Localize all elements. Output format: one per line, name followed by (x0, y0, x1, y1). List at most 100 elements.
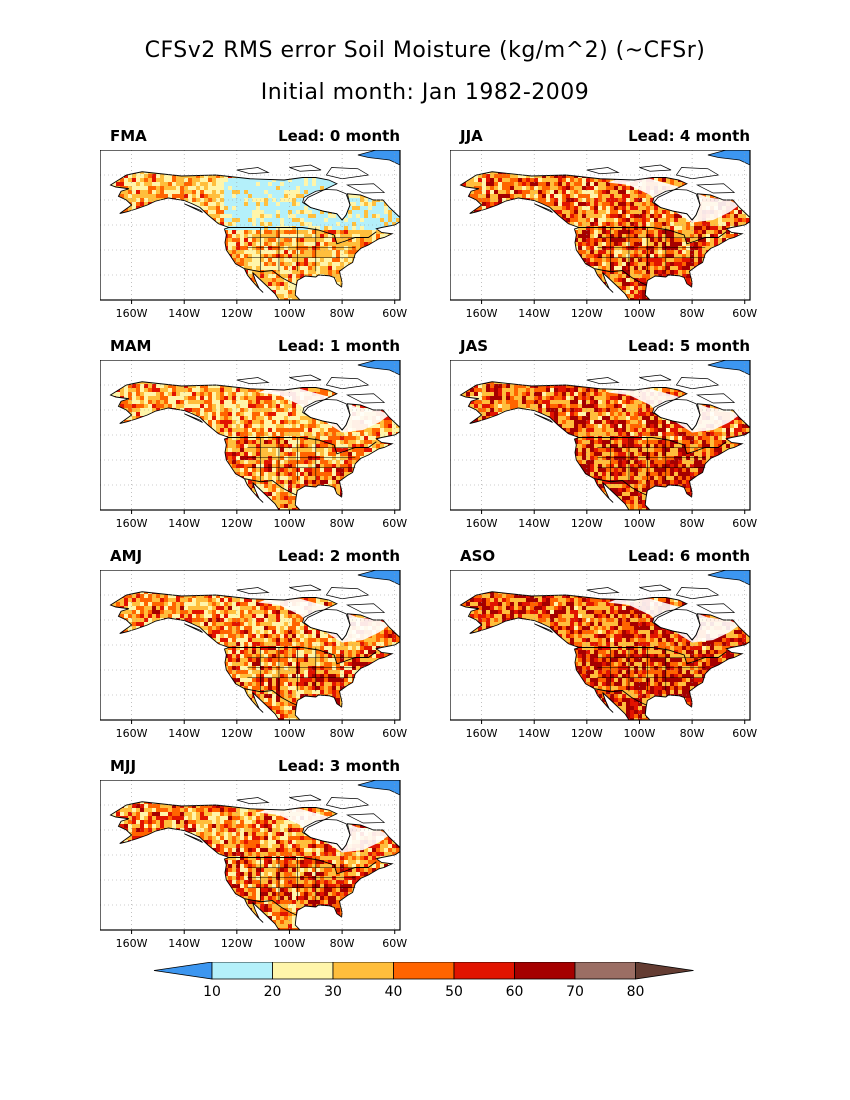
greenland-corner (707, 150, 750, 166)
coastline (109, 171, 400, 300)
panel-season-label: MJJ (110, 757, 136, 775)
map-panel-mam: MAM Lead: 1 month 80N70N60N50N40N30N20N1… (100, 337, 450, 560)
colorbar-segment (453, 962, 515, 980)
island (675, 377, 720, 390)
island (184, 413, 203, 423)
greenland-corner (357, 570, 400, 586)
border-line (594, 268, 648, 286)
border-line (594, 688, 648, 706)
colorbar-label: 70 (566, 984, 584, 1000)
coastline (109, 801, 400, 930)
island (184, 833, 203, 843)
panel-lead-label: Lead: 4 month (628, 127, 750, 145)
colorbar-low-arrow (153, 962, 213, 980)
panel-season-label: JAS (460, 337, 488, 355)
colorbar-high-arrow (635, 962, 694, 980)
colorbar-label: 40 (385, 984, 403, 1000)
map-panel-aso: ASO Lead: 6 month 80N70N60N50N40N30N20N1… (450, 547, 800, 770)
lon-label: 120W (571, 517, 603, 530)
lon-label: 100W (274, 517, 306, 530)
map-svg: 80N70N60N50N40N30N20N160W140W120W100W80W… (100, 150, 407, 320)
lon-label: 100W (624, 727, 656, 740)
panel-lead-label: Lead: 6 month (628, 547, 750, 565)
lon-label: 160W (116, 517, 148, 530)
colorbar-label: 50 (445, 984, 463, 1000)
island (639, 374, 672, 382)
map-body: 80N70N60N50N40N30N20N160W140W120W100W80W… (100, 360, 407, 530)
island (325, 377, 370, 390)
colorbar-label: 10 (203, 984, 221, 1000)
panel-season-label: FMA (110, 127, 147, 145)
colorbar: 10 20 30 40 50 60 70 80 (153, 962, 694, 1000)
map-frame (450, 150, 751, 301)
island (586, 167, 620, 175)
page-subtitle: Initial month: Jan 1982-2009 (0, 80, 850, 105)
border-line (228, 437, 377, 455)
lon-label: 140W (518, 307, 550, 320)
map-svg: 80N70N60N50N40N30N20N160W140W120W100W80W… (450, 150, 757, 320)
border-line (244, 688, 298, 706)
lon-label: 80W (330, 517, 355, 530)
lon-label: 60W (732, 307, 757, 320)
map-body: 80N70N60N50N40N30N20N160W140W120W100W80W… (450, 360, 757, 530)
lon-label: 160W (116, 307, 148, 320)
island (325, 167, 370, 180)
island (325, 797, 370, 810)
border-line (578, 437, 727, 455)
map-svg: 80N70N60N50N40N30N20N160W140W120W100W80W… (450, 360, 757, 530)
colorbar-label: 20 (264, 984, 282, 1000)
lon-label: 140W (518, 727, 550, 740)
coastline (459, 591, 750, 720)
colorbar-segment (514, 962, 576, 980)
map-svg: 80N70N60N50N40N30N20N160W140W120W100W80W… (450, 570, 757, 740)
lon-label: 120W (221, 517, 253, 530)
island (346, 813, 386, 824)
island (346, 603, 386, 614)
lon-label: 100W (274, 307, 306, 320)
island (184, 623, 203, 633)
colorbar-segment (272, 962, 334, 980)
island (325, 587, 370, 600)
island (534, 203, 553, 213)
coastline (459, 171, 750, 300)
colorbar-segment (574, 962, 636, 980)
map-frame (100, 360, 401, 511)
island (534, 413, 553, 423)
lon-label: 160W (466, 307, 498, 320)
map-frame (450, 570, 751, 721)
lon-label: 120W (571, 727, 603, 740)
colorbar-label: 60 (506, 984, 524, 1000)
panel-season-label: AMJ (110, 547, 142, 565)
panel-season-label: MAM (110, 337, 151, 355)
panel-lead-label: Lead: 3 month (278, 757, 400, 775)
island (236, 587, 270, 595)
lon-label: 100W (624, 307, 656, 320)
lon-label: 120W (221, 937, 253, 950)
map-body: 80N70N60N50N40N30N20N160W140W120W100W80W… (450, 570, 757, 740)
lon-label: 140W (168, 727, 200, 740)
lon-label: 100W (624, 517, 656, 530)
map-frame (100, 780, 401, 931)
lon-label: 140W (168, 517, 200, 530)
lon-label: 60W (382, 937, 407, 950)
lon-label: 60W (382, 517, 407, 530)
island (534, 623, 553, 633)
lon-label: 120W (221, 307, 253, 320)
lon-label: 80W (330, 937, 355, 950)
panel-lead-label: Lead: 5 month (628, 337, 750, 355)
island (696, 603, 736, 614)
border-line (578, 227, 727, 245)
island (236, 797, 270, 805)
island (346, 393, 386, 404)
coastline (459, 381, 750, 510)
border-line (228, 647, 377, 665)
coastline (109, 381, 400, 510)
panel-lead-label: Lead: 1 month (278, 337, 400, 355)
map-body: 80N70N60N50N40N30N20N160W140W120W100W80W… (100, 150, 407, 320)
island (289, 794, 322, 802)
panel-lead-label: Lead: 0 month (278, 127, 400, 145)
greenland-corner (357, 780, 400, 796)
lon-label: 80W (680, 517, 705, 530)
colorbar-label: 30 (324, 984, 342, 1000)
colorbar-segment (211, 962, 273, 980)
